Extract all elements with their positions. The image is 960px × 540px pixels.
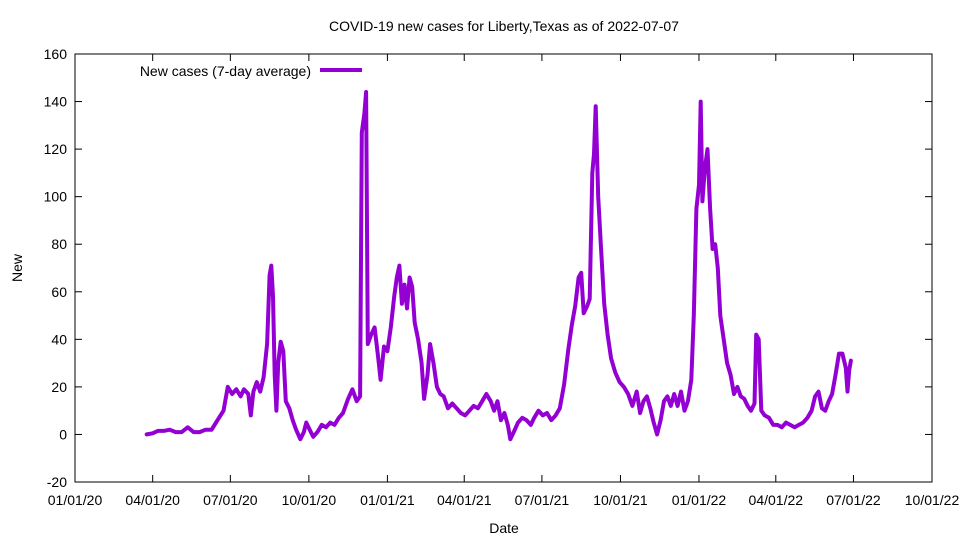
chart-title: COVID-19 new cases for Liberty,Texas as … (329, 18, 679, 34)
x-tick-label: 01/01/21 (360, 492, 415, 508)
y-axis-label: New (9, 253, 25, 282)
y-tick-label: 160 (44, 46, 68, 62)
x-axis-label: Date (489, 520, 519, 536)
series-layer (144, 90, 853, 442)
x-tick-label: 01/01/22 (672, 492, 727, 508)
x-tick-label: 07/01/20 (203, 492, 258, 508)
y-tick-label: -20 (47, 474, 67, 490)
x-axis: 01/01/20 04/01/20 07/01/20 10/01/20 01/01/21… (48, 54, 960, 508)
y-tick-label: 60 (51, 284, 67, 300)
y-tick-label: 0 (59, 426, 67, 442)
x-tick-label: 07/01/21 (515, 492, 570, 508)
y-tick-label: 120 (44, 141, 68, 157)
x-tick-label: 10/01/20 (282, 492, 337, 508)
legend-label: New cases (7-day average) (140, 63, 311, 79)
x-tick-label: 04/01/20 (125, 492, 180, 508)
x-tick-label: 10/01/21 (593, 492, 648, 508)
y-axis: -20 0 20 40 60 80 100 120 140 160 (44, 46, 932, 490)
x-tick-label: 10/01/22 (905, 492, 960, 508)
x-tick-label: 01/01/20 (48, 492, 103, 508)
series-line (144, 90, 853, 442)
plot-frame (74, 53, 933, 483)
x-tick-label: 07/01/22 (826, 492, 881, 508)
y-tick-label: 20 (51, 379, 67, 395)
x-tick-label: 04/01/21 (437, 492, 492, 508)
y-tick-label: 80 (51, 236, 67, 252)
y-tick-label: 40 (51, 331, 67, 347)
y-tick-label: 140 (44, 94, 68, 110)
y-tick-label: 100 (44, 189, 68, 205)
x-tick-label: 04/01/22 (749, 492, 804, 508)
legend: New cases (7-day average) (140, 63, 362, 79)
